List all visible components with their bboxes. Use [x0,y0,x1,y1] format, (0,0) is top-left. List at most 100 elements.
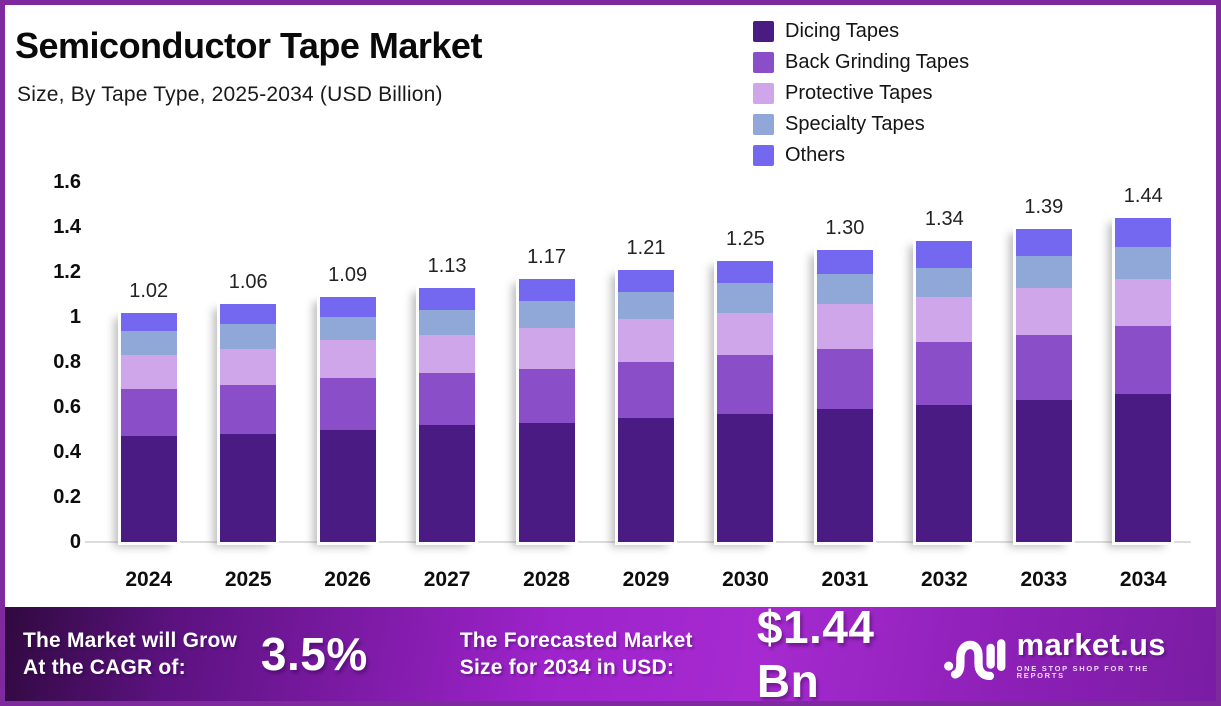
bar-segment-2034-others [1115,218,1172,248]
bar-segment-2024-protective-tapes [120,355,177,389]
legend-swatch [753,52,774,73]
forecast-label-line1: The Forecasted Market [459,628,693,652]
legend-label: Back Grinding Tapes [785,51,970,73]
bar-segment-2026-back-grinding-tapes [319,377,376,430]
stacked-bar-2032 [916,240,973,542]
bar-segment-2031-specialty-tapes [816,274,873,304]
stacked-bar-2024 [120,312,177,542]
bar-segment-2024-specialty-tapes [120,330,177,356]
x-tick-label-2027: 2027 [423,568,471,591]
bar-total-label-2027: 1.13 [427,254,467,277]
x-tick-label-2030: 2030 [722,568,769,591]
bar-segment-2030-protective-tapes [717,312,774,356]
bar-total-label-2028: 1.17 [527,245,566,268]
bar-segment-2026-dicing-tapes [319,429,376,542]
forecast-value: $1.44 Bn [756,601,875,706]
bar-total-label-2024: 1.02 [129,279,169,302]
bar-segment-2026-protective-tapes [319,339,376,378]
x-axis-line [85,541,1191,543]
legend-swatch [753,21,774,42]
bar-segment-2026-specialty-tapes [319,317,376,340]
y-tick-label-1.6: 1.6 [53,171,81,193]
bar-segment-2029-back-grinding-tapes [618,362,674,419]
bar-segment-2025-protective-tapes [220,348,277,385]
legend-item-dicing-tapes: Dicing Tapes [753,20,969,42]
legend-label: Dicing Tapes [785,20,900,42]
stacked-bar-2031 [816,249,873,542]
bar-segment-2028-protective-tapes [518,328,575,369]
bar-segment-2032-protective-tapes [916,296,973,342]
bar-segment-2034-protective-tapes [1115,278,1172,326]
bar-segment-2031-dicing-tapes [816,409,873,542]
bar-segment-2031-others [816,249,873,275]
cagr-label: The Market will Grow At the CAGR of: [23,627,239,682]
bar-segment-2034-specialty-tapes [1115,247,1172,279]
stacked-bar-2028 [518,278,575,542]
plot-area [99,182,1193,542]
bar-segment-2025-dicing-tapes [220,434,277,542]
bar-total-label-2033: 1.39 [1024,196,1064,219]
bar-segment-2032-dicing-tapes [916,404,973,542]
legend-item-others: Others [753,144,969,166]
brand-tagline: ONE STOP SHOP FOR THE REPORTS [1016,663,1150,680]
bar-segment-2030-back-grinding-tapes [717,355,774,414]
bar-segment-2032-specialty-tapes [916,267,973,297]
stacked-bar-2026 [319,296,376,542]
x-tick-label-2034: 2034 [1119,568,1167,591]
bar-total-label-2025: 1.06 [228,270,268,293]
bar-segment-2025-back-grinding-tapes [220,384,277,434]
market-us-logo-icon [944,639,1006,680]
bar-segment-2029-specialty-tapes [618,292,674,320]
footer-banner: The Market will Grow At the CAGR of: 3.5… [5,601,1216,701]
legend-swatch [753,83,774,104]
bar-segment-2028-specialty-tapes [518,301,575,329]
bar-total-label-2026: 1.09 [328,263,368,286]
bar-segment-2024-back-grinding-tapes [120,389,177,437]
brand-logo: market.us ONE STOP SHOP FOR THE REPORTS [943,628,1194,680]
brand-name: market.us [1016,626,1166,662]
bar-segment-2026-others [319,296,376,317]
stacked-bar-2025 [220,303,277,542]
bar-segment-2033-protective-tapes [1015,287,1072,335]
stacked-bar-2029 [618,269,674,542]
bar-segment-2033-specialty-tapes [1015,256,1072,288]
bar-segment-2027-others [419,287,476,311]
bar-segment-2030-specialty-tapes [717,283,774,313]
legend-item-protective-tapes: Protective Tapes [753,82,969,104]
x-tick-label-2032: 2032 [920,568,968,591]
x-tick-label-2028: 2028 [523,568,570,591]
legend-label: Specialty Tapes [785,113,925,135]
bar-segment-2029-others [618,269,674,293]
bar-segment-2034-dicing-tapes [1115,393,1172,542]
legend-label: Others [785,144,846,166]
bar-segment-2028-back-grinding-tapes [518,368,575,423]
y-tick-label-1.2: 1.2 [53,261,81,283]
bar-segment-2027-protective-tapes [419,335,476,374]
bar-segment-2025-others [220,303,277,324]
bar-segment-2033-dicing-tapes [1015,400,1072,542]
page-subtitle: Size, By Tape Type, 2025-2034 (USD Billi… [17,83,443,106]
brand-text: market.us ONE STOP SHOP FOR THE REPORTS [1017,629,1194,680]
legend-swatch [753,145,774,166]
y-tick-label-0.2: 0.2 [53,486,81,508]
x-tick-label-2025: 2025 [224,568,272,591]
stacked-bar-2034 [1115,218,1172,542]
legend-item-specialty-tapes: Specialty Tapes [753,113,969,135]
cagr-label-line2: At the CAGR of: [23,656,186,679]
bar-total-label-2030: 1.25 [725,227,765,250]
bar-segment-2031-protective-tapes [816,303,873,349]
legend-label: Protective Tapes [785,82,933,104]
y-tick-label-1.4: 1.4 [53,216,81,238]
bar-segment-2034-back-grinding-tapes [1115,326,1172,394]
y-tick-label-0.6: 0.6 [53,396,81,418]
bar-segment-2025-specialty-tapes [220,323,277,349]
page-title: Semiconductor Tape Market [15,25,482,66]
x-tick-label-2031: 2031 [821,568,869,591]
bar-segment-2033-others [1015,229,1072,257]
bar-segment-2024-dicing-tapes [120,436,177,542]
stacked-bar-2030 [717,260,774,542]
bar-segment-2027-back-grinding-tapes [419,373,476,425]
x-tick-label-2029: 2029 [622,568,670,591]
y-tick-label-0.4: 0.4 [53,441,81,463]
